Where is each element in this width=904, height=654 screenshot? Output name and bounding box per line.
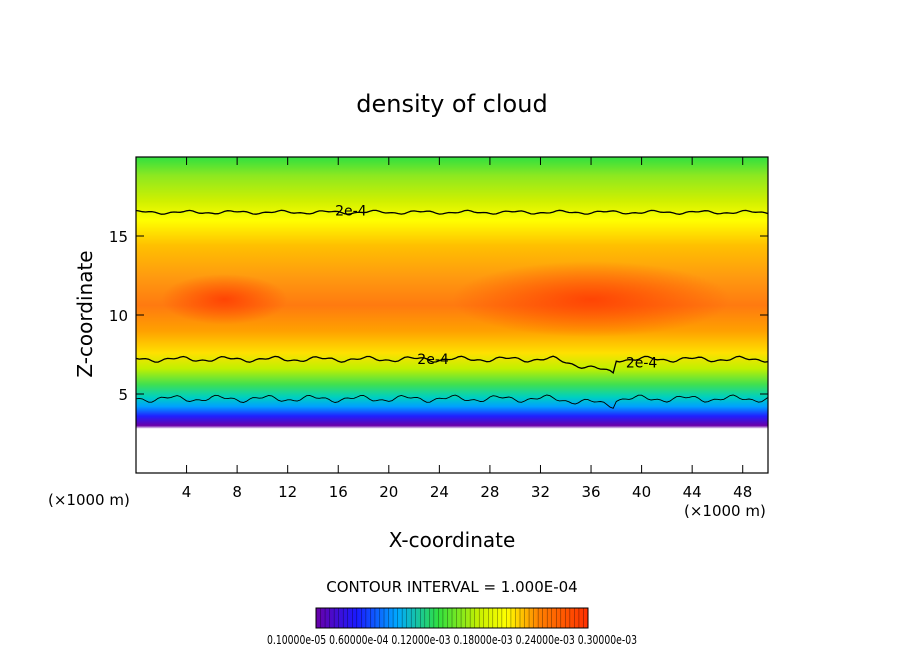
colorbar-labels: 0.10000e-05 0.60000e-04 0.12000e-03 0.18… [267, 633, 637, 647]
chart-title: density of cloud [356, 90, 547, 118]
x-tick-label: 28 [480, 483, 499, 501]
contour-base [136, 394, 768, 409]
x-unit-right: (×1000 m) [684, 502, 766, 520]
contour-label: 2e-4 [335, 204, 367, 220]
contour-interval: CONTOUR INTERVAL = 1.000E-04 [326, 578, 577, 596]
contour-labels: 2e-4 2e-4 2e-4 [335, 204, 657, 372]
contour-lower [136, 355, 768, 374]
x-tick-label: 32 [531, 483, 550, 501]
hot-core-west [161, 273, 288, 325]
x-tick-label: 12 [278, 483, 297, 501]
x-tick-label: 40 [632, 483, 651, 501]
y-tick-label: 10 [109, 307, 128, 325]
x-axis: 4 8 12 16 20 24 28 32 36 40 44 48 [182, 157, 752, 501]
contour-label: 2e-4 [417, 352, 449, 368]
y-axis-label: Z-coordinate [73, 250, 97, 377]
x-tick-label: 20 [379, 483, 398, 501]
x-unit-left: (×1000 m) [48, 491, 130, 509]
x-tick-label: 36 [581, 483, 600, 501]
x-tick-label: 44 [683, 483, 702, 501]
y-tick-label: 15 [109, 228, 128, 246]
hot-core-east [452, 261, 731, 338]
contour-upper [136, 209, 768, 215]
contour-label: 2e-4 [626, 355, 658, 371]
x-tick-label: 24 [430, 483, 449, 501]
colorbar-divisions [320, 608, 584, 628]
x-tick-label: 4 [182, 483, 192, 501]
plot-area [136, 157, 768, 473]
x-axis-label: X-coordinate [389, 528, 516, 552]
x-tick-label: 48 [733, 483, 752, 501]
x-tick-label: 16 [329, 483, 348, 501]
y-axis: 5 10 15 [109, 228, 768, 404]
x-tick-label: 8 [232, 483, 242, 501]
y-tick-label: 5 [118, 386, 128, 404]
